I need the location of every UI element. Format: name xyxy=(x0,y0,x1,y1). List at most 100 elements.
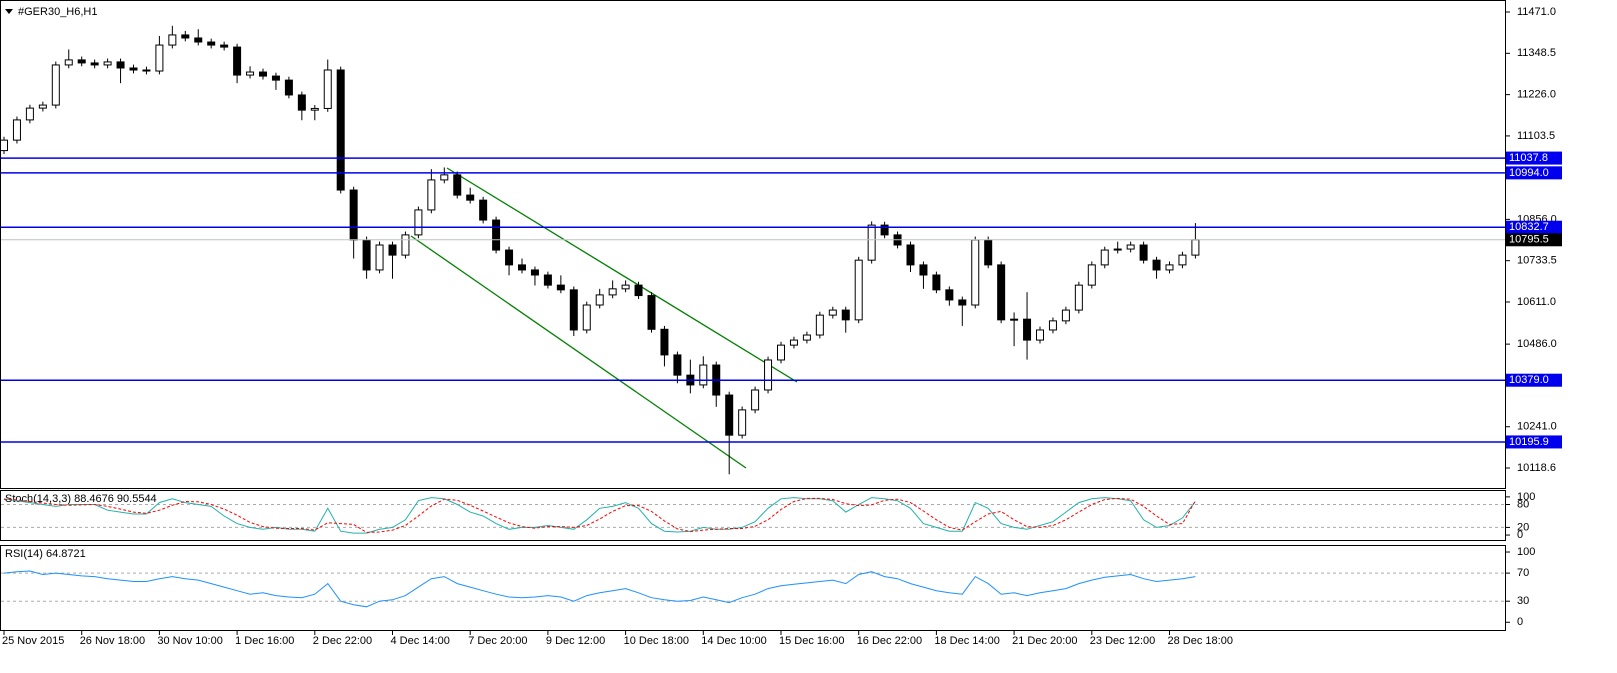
y-tick-label: 0 xyxy=(1517,616,1523,628)
y-tick-label: 11471.0 xyxy=(1517,6,1556,18)
level-tag xyxy=(1506,151,1562,165)
rsi-pane xyxy=(0,545,1506,631)
level-label: 10994.0 xyxy=(1509,167,1549,179)
y-tick-label: 80 xyxy=(1517,498,1529,510)
y-tick-label: 0 xyxy=(1517,529,1523,541)
candle-body xyxy=(1048,320,1057,331)
candle-body xyxy=(284,79,293,96)
candle-body xyxy=(1010,318,1019,321)
channel-lower xyxy=(410,235,747,469)
candle-body xyxy=(1191,239,1200,256)
x-tick-label: 15 Dec 16:00 xyxy=(779,635,844,647)
candle-body xyxy=(530,269,539,276)
candle-body xyxy=(116,61,125,69)
candle-body xyxy=(1023,318,1032,341)
level-tag xyxy=(1506,373,1562,387)
menu-triangle[interactable] xyxy=(5,9,13,14)
x-tick-label: 4 Dec 14:00 xyxy=(391,635,450,647)
x-tick-label: 16 Dec 22:00 xyxy=(857,635,922,647)
indicator-line xyxy=(3,497,1196,533)
x-tick-label: 18 Dec 14:00 xyxy=(934,635,999,647)
candle-body xyxy=(51,64,60,106)
candle-body xyxy=(323,69,332,109)
candle-body xyxy=(129,67,138,71)
y-tick-label: 11348.5 xyxy=(1517,47,1556,59)
stoch-title: Stoch(14,3,3) 88.4676 90.5544 xyxy=(5,493,157,505)
candle-body xyxy=(90,62,99,66)
candle-body xyxy=(699,364,708,386)
chart-title: #GER30_H6,H1 xyxy=(18,6,98,18)
candle-body xyxy=(349,189,358,241)
candle-body xyxy=(815,314,824,336)
level-tag xyxy=(1506,166,1562,180)
y-tick-label: 30 xyxy=(1517,595,1529,607)
candle-body xyxy=(1061,309,1070,322)
y-tick-label: 11226.0 xyxy=(1517,89,1556,101)
candle-body xyxy=(414,209,423,236)
candle-body xyxy=(919,264,928,276)
candle-body xyxy=(440,174,449,181)
candle-body xyxy=(1139,244,1148,261)
candle-body xyxy=(1087,264,1096,286)
candle-body xyxy=(582,304,591,331)
candle-body xyxy=(569,289,578,331)
candle-body xyxy=(971,239,980,306)
x-tick-label: 23 Dec 12:00 xyxy=(1090,635,1155,647)
candle-body xyxy=(1036,329,1044,341)
candle-body xyxy=(854,259,863,321)
candle-body xyxy=(155,44,164,72)
y-tick-label: 10118.6 xyxy=(1517,462,1556,474)
indicator-line xyxy=(3,570,1196,608)
x-tick-label: 26 Nov 18:00 xyxy=(80,635,145,647)
candle-body xyxy=(660,328,669,356)
candle-body xyxy=(375,244,384,271)
x-tick-label: 30 Nov 10:00 xyxy=(157,635,222,647)
candle-body xyxy=(997,264,1006,321)
candle-body xyxy=(492,219,501,251)
candle-body xyxy=(362,239,371,271)
candle-body xyxy=(479,199,488,221)
level-tag xyxy=(1506,220,1562,234)
x-tick-label: 25 Nov 2015 xyxy=(2,635,64,647)
candle-body xyxy=(336,69,345,191)
candle-body xyxy=(764,359,773,391)
candle-body xyxy=(1152,259,1161,271)
y-tick-label: 100 xyxy=(1517,491,1535,503)
main-pane xyxy=(0,0,1506,489)
candle-body xyxy=(867,224,876,261)
candle-body xyxy=(220,44,229,48)
rsi-title: RSI(14) 64.8721 xyxy=(5,548,86,560)
channel-upper xyxy=(446,167,798,383)
candle-body xyxy=(505,249,514,266)
candle-body xyxy=(1178,254,1187,266)
candle-body xyxy=(271,75,280,81)
candle-body xyxy=(945,289,954,301)
candle-body xyxy=(621,284,630,290)
candle-body xyxy=(142,69,151,72)
candle-body xyxy=(634,284,643,297)
x-tick-label: 9 Dec 12:00 xyxy=(546,635,605,647)
level-label: 10832.7 xyxy=(1509,221,1549,233)
candle-body xyxy=(1126,244,1135,250)
candle-body xyxy=(64,59,73,66)
candle-body xyxy=(297,94,306,111)
indicator-line xyxy=(3,497,1196,534)
candle-body xyxy=(401,234,410,256)
candle-body xyxy=(673,354,682,376)
y-tick-label: 10241.0 xyxy=(1517,421,1557,433)
candle-body xyxy=(233,46,242,76)
candle-body xyxy=(738,409,747,436)
y-tick-label: 10486.0 xyxy=(1517,338,1557,350)
x-tick-label: 14 Dec 10:00 xyxy=(701,635,766,647)
candle-body xyxy=(556,284,565,291)
x-tick-label: 7 Dec 20:00 xyxy=(468,635,527,647)
candle-body xyxy=(751,389,760,411)
level-tag xyxy=(1506,435,1562,449)
candle-body xyxy=(1113,248,1122,251)
candle-body xyxy=(789,339,798,346)
candle-body xyxy=(543,274,552,286)
candle-body xyxy=(427,179,436,211)
candle-body xyxy=(828,309,837,316)
candle-body xyxy=(77,59,86,64)
